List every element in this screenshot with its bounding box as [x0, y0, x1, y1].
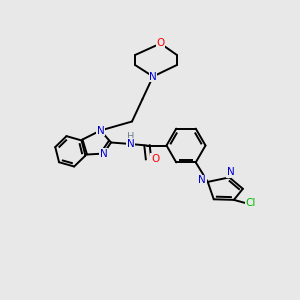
Text: N: N — [127, 139, 134, 149]
Text: O: O — [151, 154, 159, 164]
Text: H: H — [127, 132, 134, 142]
Text: O: O — [156, 38, 165, 49]
Text: N: N — [97, 125, 104, 136]
Text: Cl: Cl — [246, 198, 256, 208]
Text: N: N — [100, 148, 107, 159]
Text: N: N — [227, 167, 235, 177]
Text: N: N — [199, 176, 206, 185]
Text: N: N — [149, 71, 157, 82]
